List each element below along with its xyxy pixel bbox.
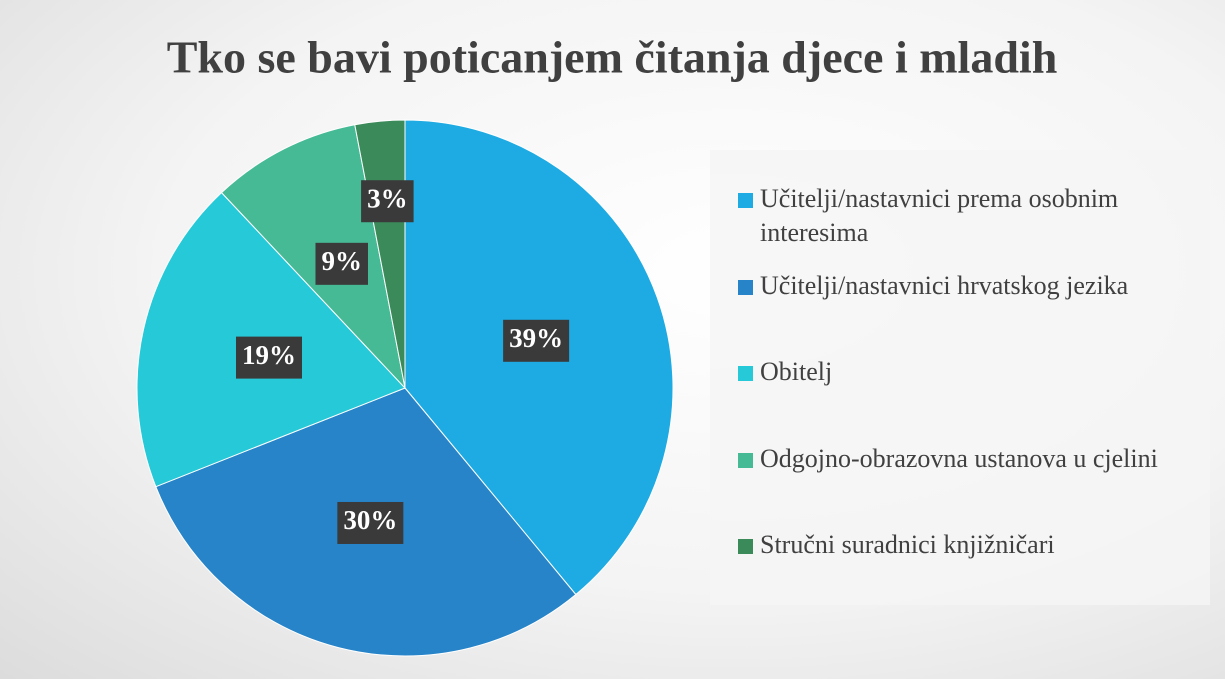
data-label: 9% bbox=[315, 242, 368, 285]
data-label-text: 9% bbox=[321, 246, 362, 276]
legend-swatch bbox=[738, 539, 753, 554]
data-label-text: 39% bbox=[509, 323, 563, 353]
legend-swatch bbox=[738, 452, 753, 468]
legend-item: Učitelji/nastavnici hrvatskog jezika bbox=[738, 269, 1220, 303]
data-label-box bbox=[235, 336, 302, 379]
legend-item: Obitelj bbox=[738, 355, 1220, 389]
data-label: 19% bbox=[235, 336, 302, 379]
legend-label: Učitelji/nastavnici hrvatskog jezika bbox=[760, 270, 1129, 300]
data-label-text: 19% bbox=[242, 340, 296, 370]
data-label: 39% bbox=[503, 319, 570, 362]
legend-label: Učitelji/nastavnici prema osobnim intere… bbox=[760, 184, 1119, 247]
data-label-text: 3% bbox=[367, 183, 408, 213]
data-label: 3% bbox=[361, 180, 414, 223]
chart-title: Tko se bavi poticanjem čitanja djece i m… bbox=[167, 32, 1058, 83]
data-label-text: 30% bbox=[343, 505, 397, 535]
legend-item: Odgojno-obrazovna ustanova u cjelini bbox=[738, 442, 1220, 476]
legend-swatch bbox=[738, 279, 753, 295]
data-label-box bbox=[361, 180, 414, 223]
legend-swatch bbox=[738, 193, 753, 208]
data-label-box bbox=[315, 242, 368, 285]
legend-swatch bbox=[738, 366, 753, 381]
legend-item: Stručni suradnici knjižničari bbox=[738, 528, 1220, 562]
legend-label: Stručni suradnici knjižničari bbox=[760, 530, 1055, 559]
legend-label: Odgojno-obrazovna ustanova u cjelini bbox=[760, 443, 1158, 473]
pie-slice bbox=[220, 124, 406, 390]
legend-label: Obitelj bbox=[760, 357, 833, 386]
data-label-box bbox=[503, 319, 570, 362]
legend-item: Učitelji/nastavnici prema osobnim intere… bbox=[738, 182, 1220, 250]
data-label: 30% bbox=[337, 501, 404, 544]
legend: Učitelji/nastavnici prema osobnim intere… bbox=[710, 150, 1210, 605]
data-label-box bbox=[337, 501, 404, 544]
